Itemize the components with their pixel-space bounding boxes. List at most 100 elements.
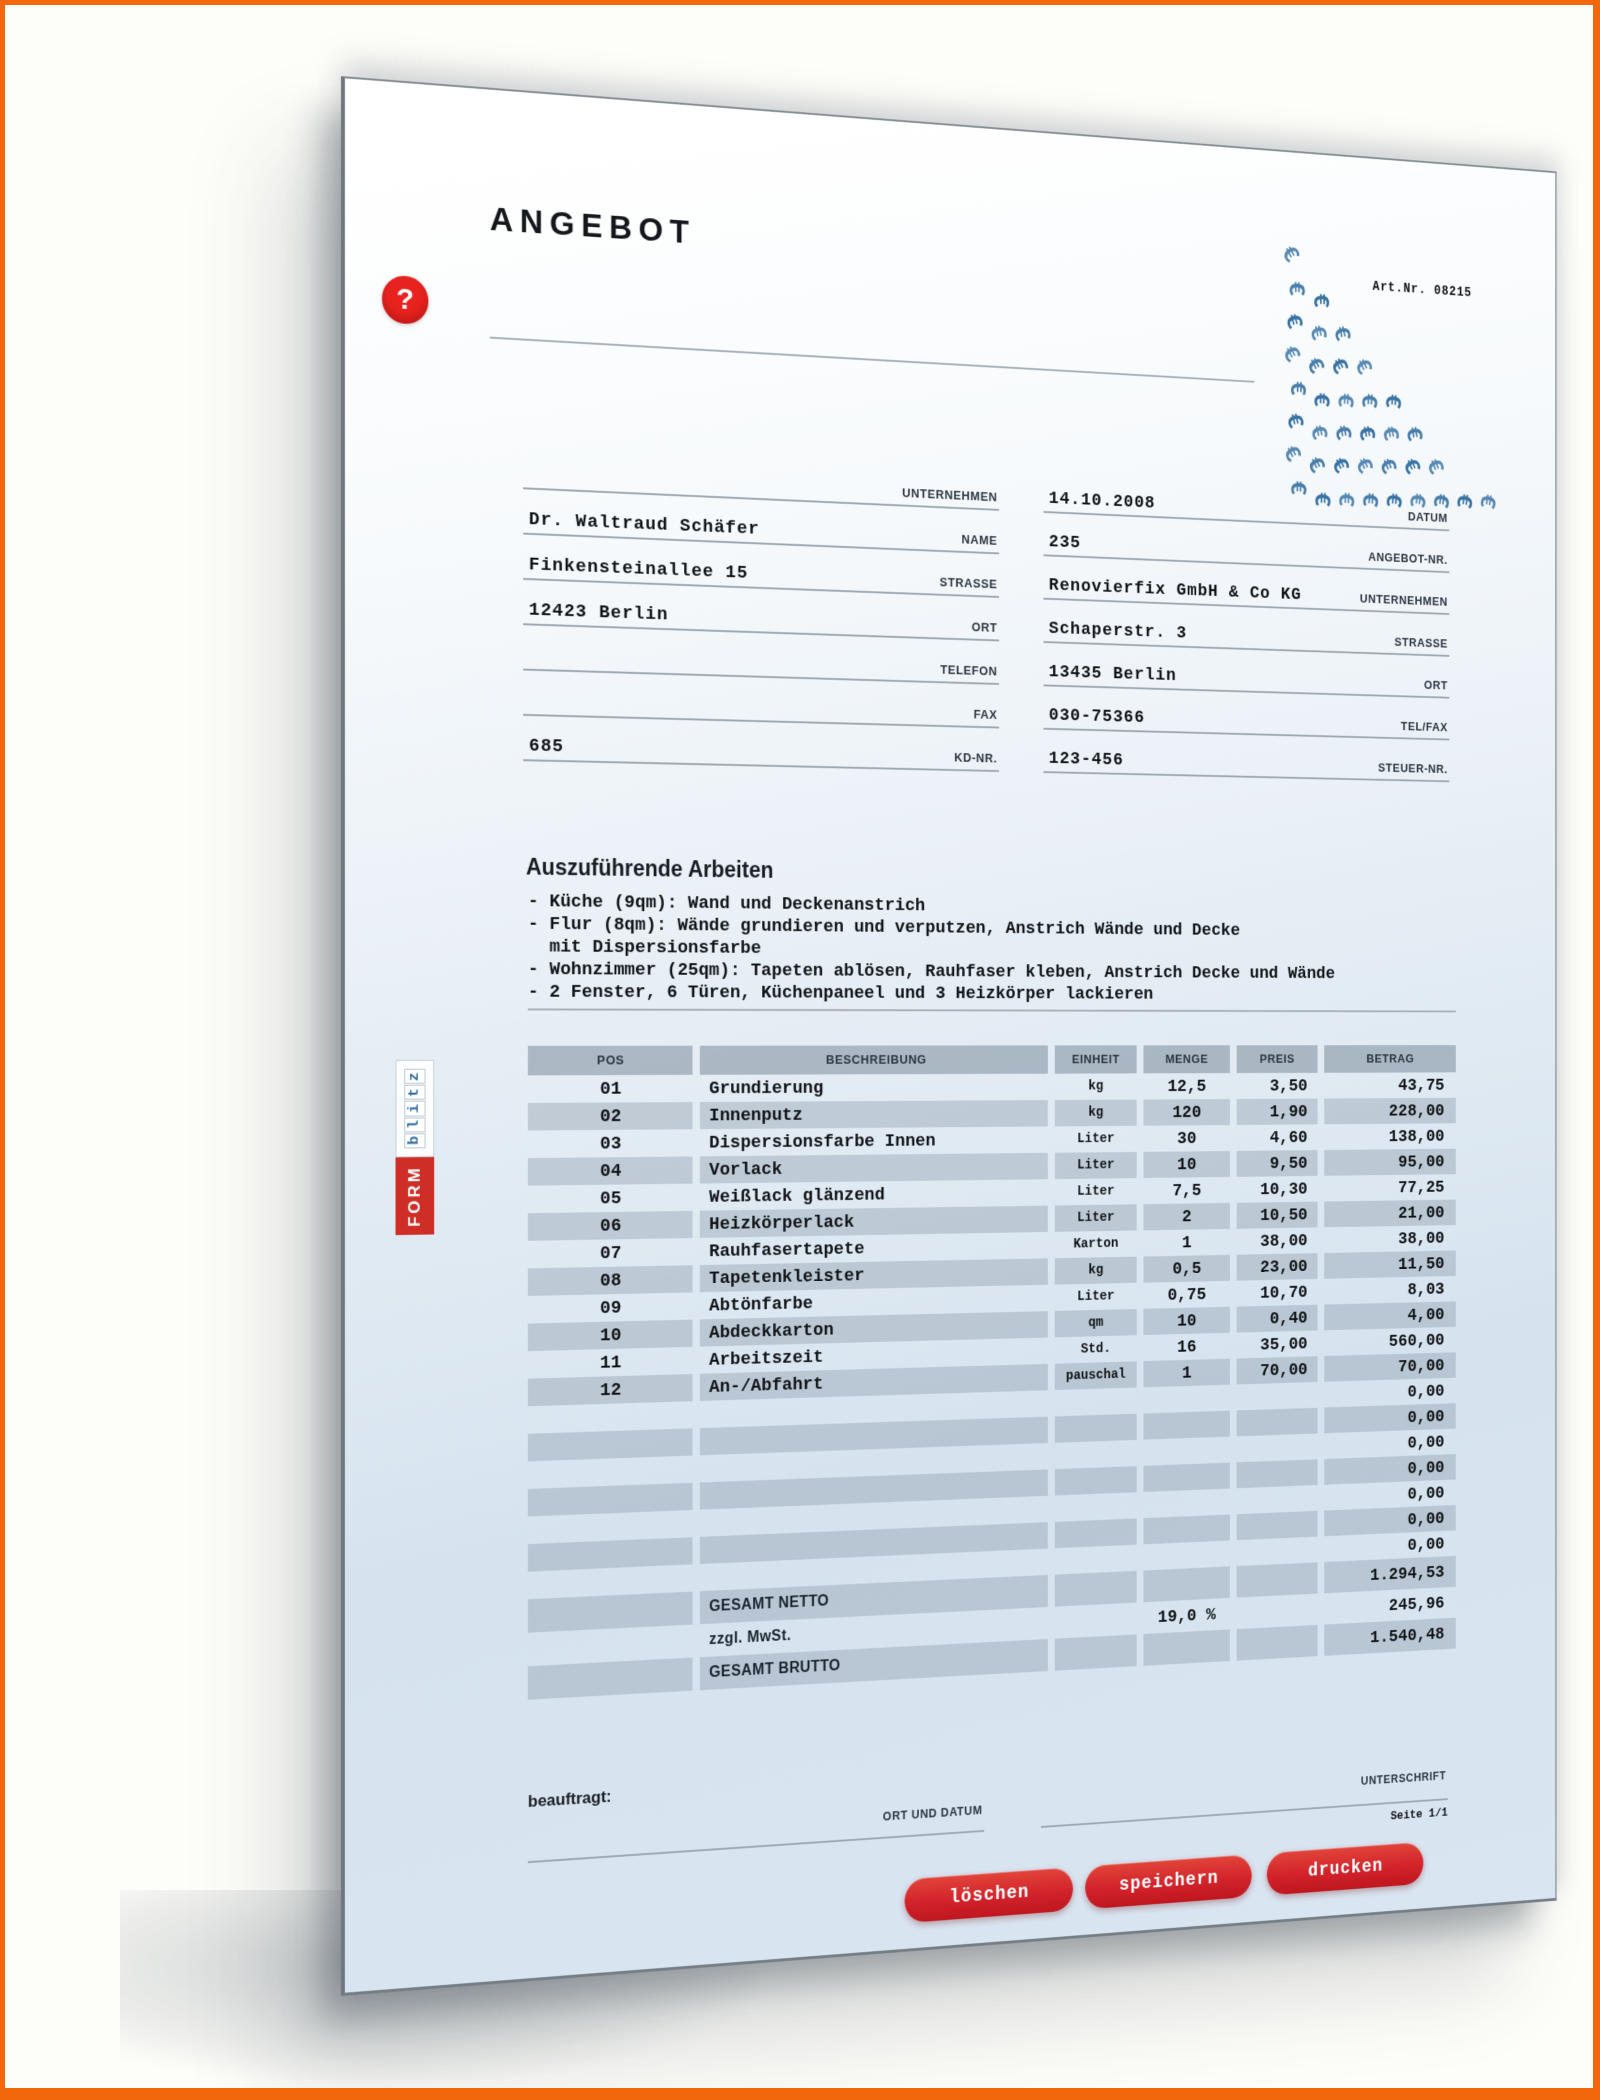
sender-field-steuernr: 123-456 STEUER-NR.	[1043, 735, 1450, 783]
cell-unit[interactable]	[1054, 1518, 1137, 1549]
cell-unit[interactable]: Karton	[1073, 1236, 1119, 1253]
cell-price[interactable]: 10,50	[1236, 1201, 1318, 1229]
delete-button[interactable]: löschen	[904, 1867, 1074, 1924]
cell-price[interactable]	[1236, 1459, 1318, 1489]
field-value[interactable]: 030-75366	[1048, 704, 1145, 728]
cell-unit[interactable]: kg	[1054, 1099, 1137, 1127]
cell-quantity[interactable]: 120	[1143, 1099, 1230, 1126]
cell-quantity[interactable]: 1	[1182, 1232, 1192, 1253]
cell-price[interactable]: 10,70	[1260, 1281, 1308, 1304]
cell-price[interactable]: 9,50	[1236, 1150, 1318, 1177]
sender-fields-block: 14.10.2008 DATUM 235 ANGEBOT-NR. Renovierfix…	[345, 78, 1555, 783]
cell-quantity[interactable]	[1143, 1540, 1229, 1570]
cell-pos: 09	[600, 1296, 622, 1319]
cell-description[interactable]: Grundierung	[709, 1077, 824, 1100]
total-rate[interactable]: 19,0 %	[1157, 1604, 1216, 1628]
cell-description[interactable]: Dispersionsfarbe Innen	[709, 1130, 936, 1154]
cell-unit[interactable]	[1054, 1413, 1137, 1443]
field-value[interactable]: 14.10.2008	[1048, 487, 1156, 514]
place-date-signature-line[interactable]	[527, 1829, 985, 1864]
signature-caption: UNTERSCHRIFT	[1360, 1769, 1447, 1788]
cell-quantity[interactable]: 0,75	[1167, 1284, 1207, 1306]
cell-quantity[interactable]: 16	[1177, 1336, 1197, 1358]
cell-price[interactable]: 70,00	[1236, 1356, 1318, 1385]
logo-letter: z	[404, 1069, 426, 1085]
column-header-pos: POS	[527, 1045, 693, 1076]
cell-price[interactable]	[1237, 1537, 1318, 1567]
cell-price[interactable]: 0,40	[1236, 1304, 1318, 1333]
cell-quantity[interactable]	[1143, 1514, 1230, 1545]
print-button[interactable]: drucken	[1266, 1841, 1424, 1896]
cell-price[interactable]: 23,00	[1236, 1253, 1318, 1281]
logo-form-part: FORM	[395, 1157, 435, 1236]
recipient-field-fax: FAX	[523, 676, 1000, 729]
cell-unit[interactable]	[1054, 1466, 1137, 1496]
cell-price[interactable]	[1236, 1407, 1318, 1437]
cell-description[interactable]: Innenputz	[699, 1100, 1048, 1130]
cell-pos: 02	[527, 1102, 693, 1131]
cell-unit[interactable]: Liter	[1077, 1184, 1115, 1200]
cell-unit	[1054, 1634, 1137, 1671]
cell-unit[interactable]: kg	[1088, 1079, 1104, 1095]
field-value[interactable]: 12423 Berlin	[528, 598, 669, 626]
cell-unit[interactable]: kg	[1054, 1256, 1137, 1285]
field-value[interactable]: 235	[1048, 531, 1081, 554]
cell-price[interactable]	[1237, 1485, 1318, 1514]
cell-price[interactable]: 1,90	[1236, 1098, 1318, 1125]
cell-price[interactable]: 3,50	[1269, 1075, 1308, 1097]
cell-unit[interactable]	[1055, 1388, 1137, 1417]
cell-price[interactable]	[1237, 1382, 1318, 1410]
cell-quantity[interactable]: 1	[1143, 1358, 1230, 1388]
cell-quantity[interactable]: 12,5	[1167, 1075, 1207, 1097]
cell-unit[interactable]: Liter	[1054, 1204, 1137, 1232]
cell-unit[interactable]	[1055, 1545, 1137, 1575]
cell-price[interactable]: 10,30	[1260, 1178, 1308, 1200]
cell-price[interactable]: 38,00	[1260, 1230, 1308, 1252]
help-button[interactable]: ?	[381, 274, 429, 326]
cell-quantity[interactable]: 0,5	[1143, 1254, 1230, 1283]
cell-quantity[interactable]: 10	[1143, 1306, 1230, 1336]
save-button[interactable]: speichern	[1085, 1854, 1252, 1910]
cell-quantity[interactable]: 2	[1143, 1202, 1230, 1231]
cell-amount: 228,00	[1324, 1097, 1456, 1125]
total-rate	[1143, 1566, 1230, 1603]
cell-unit[interactable]: Liter	[1077, 1288, 1115, 1305]
field-value[interactable]: Schaperstr. 3	[1048, 617, 1188, 644]
cell-unit[interactable]: Liter	[1054, 1151, 1137, 1180]
column-header-preis: PREIS	[1236, 1045, 1318, 1074]
field-value[interactable]: 123-456	[1048, 747, 1124, 771]
cell-price[interactable]: 4,60	[1269, 1127, 1308, 1148]
field-value[interactable]: 13435 Berlin	[1048, 661, 1177, 686]
field-label: STRASSE	[939, 574, 998, 592]
cell-quantity[interactable]: 30	[1177, 1128, 1197, 1149]
cell-quantity[interactable]	[1143, 1489, 1229, 1519]
cell-unit[interactable]: Std.	[1080, 1341, 1111, 1358]
cell-quantity[interactable]	[1143, 1437, 1229, 1466]
cell-price[interactable]: 35,00	[1260, 1333, 1308, 1356]
cell-quantity[interactable]: 7,5	[1172, 1180, 1202, 1201]
cell-unit[interactable]: pauschal	[1054, 1361, 1137, 1391]
cell-price[interactable]	[1236, 1510, 1318, 1541]
cell-quantity[interactable]	[1143, 1462, 1230, 1492]
work-item-line: mit Dispersionsfarbe	[527, 935, 762, 959]
field-value[interactable]: 685	[528, 734, 565, 758]
field-label: ORT	[971, 619, 998, 635]
cell-price[interactable]	[1237, 1434, 1318, 1463]
cell-unit[interactable]	[1055, 1492, 1137, 1522]
euro-icon: €	[1473, 490, 1500, 511]
cell-amount: 43,75	[1398, 1075, 1445, 1096]
cell-unit[interactable]: qm	[1054, 1309, 1137, 1338]
cell-quantity[interactable]: 10	[1143, 1150, 1230, 1179]
field-label: TEL/FAX	[1400, 719, 1448, 735]
question-mark-icon: ?	[396, 282, 415, 317]
field-label: STRASSE	[1394, 634, 1448, 651]
cell-unit[interactable]	[1055, 1440, 1137, 1469]
cell-unit[interactable]: Liter	[1077, 1131, 1115, 1147]
works-divider	[527, 1008, 1456, 1013]
cell-quantity[interactable]	[1143, 1385, 1229, 1414]
cell-amount: 38,00	[1398, 1227, 1445, 1249]
logo-letter: l	[404, 1116, 426, 1133]
euro-icon: €	[1275, 341, 1304, 368]
cell-quantity[interactable]	[1143, 1410, 1230, 1440]
field-underline	[523, 759, 1000, 773]
